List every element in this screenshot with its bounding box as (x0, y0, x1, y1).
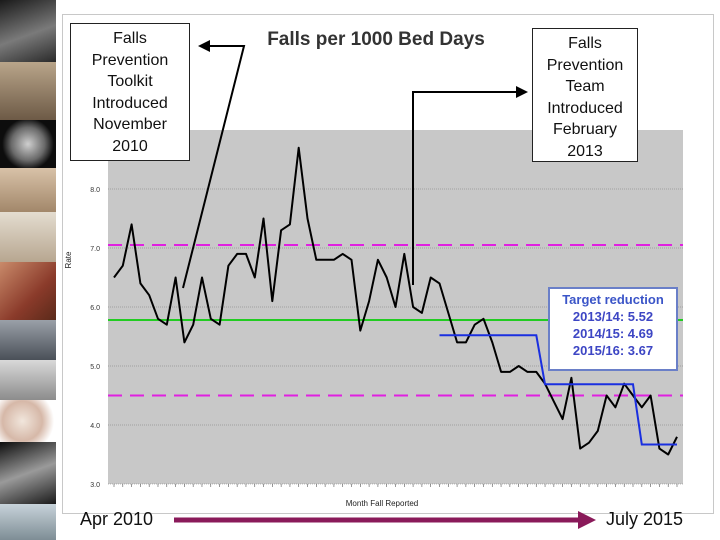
toolkit-callout: Falls Prevention Toolkit Introduced Nove… (70, 23, 190, 161)
ward-photo (0, 504, 56, 540)
y-tick-label: 5.0 (90, 364, 100, 371)
target-line: 2013/14: 5.52 (572, 309, 654, 324)
injured-face-photo (0, 262, 56, 320)
y-tick-label: 7.0 (90, 246, 100, 253)
callout-line: Prevention (91, 51, 169, 69)
team-arrow-line (412, 91, 518, 285)
callout-line: February (552, 121, 618, 138)
target-line: 2015/16: 3.67 (572, 343, 654, 358)
callout-line: 2010 (112, 137, 148, 155)
target-step-line (439, 334, 677, 446)
bandaged-arm-photo (0, 360, 56, 400)
x-axis-label: Month Fall Reported (346, 499, 418, 508)
callout-line: Falls (113, 30, 147, 47)
y-tick-label: 4.0 (90, 423, 100, 430)
hip-xray-image (0, 442, 56, 504)
falls-rate-line (113, 146, 678, 456)
walking-frame-photo (0, 212, 56, 262)
timeline-arrow (174, 511, 596, 529)
timeline-start-label: Apr 2010 (80, 509, 154, 529)
x-axis (113, 484, 678, 487)
callout-line: Toolkit (107, 73, 153, 90)
y-axis-label: Rate (64, 251, 73, 268)
data-series (113, 146, 678, 456)
y-tick-label: 3.0 (90, 482, 100, 489)
sidebar-image-strip (0, 0, 56, 540)
y-tick-label: 8.0 (90, 187, 100, 194)
annotation-arrows (182, 40, 528, 289)
callout-line: 2013 (567, 142, 603, 160)
care-photo (0, 168, 56, 212)
dressing-photo (0, 320, 56, 360)
y-axis: 3.0 4.0 5.0 6.0 7.0 8.0 (90, 187, 100, 489)
callout-line: Falls (568, 35, 602, 52)
elderly-couple-photo (0, 62, 56, 120)
callout-line: Prevention (546, 56, 624, 74)
toolkit-arrow-line (182, 45, 246, 289)
team-arrowhead (516, 86, 528, 98)
callout-line: Introduced (92, 94, 168, 112)
timeline-arrowhead (578, 511, 596, 529)
xray-image (0, 0, 56, 62)
team-callout: Falls Prevention Team Introduced Februar… (532, 28, 638, 162)
callout-line: Introduced (547, 99, 623, 117)
timeline-end-label: July 2015 (606, 509, 684, 529)
chart-title: Falls per 1000 Bed Days (267, 29, 485, 50)
target-line: 2014/15: 4.69 (572, 326, 654, 341)
skull-image (0, 400, 56, 442)
target-title: Target reduction (562, 292, 664, 307)
target-reduction-box: Target reduction 2013/14: 5.52 2014/15: … (548, 287, 678, 371)
toolkit-arrowhead (198, 40, 210, 52)
callout-line: Team (565, 78, 605, 95)
callout-line: November (93, 116, 167, 133)
y-tick-label: 6.0 (90, 305, 100, 312)
brain-scan-image (0, 120, 56, 168)
